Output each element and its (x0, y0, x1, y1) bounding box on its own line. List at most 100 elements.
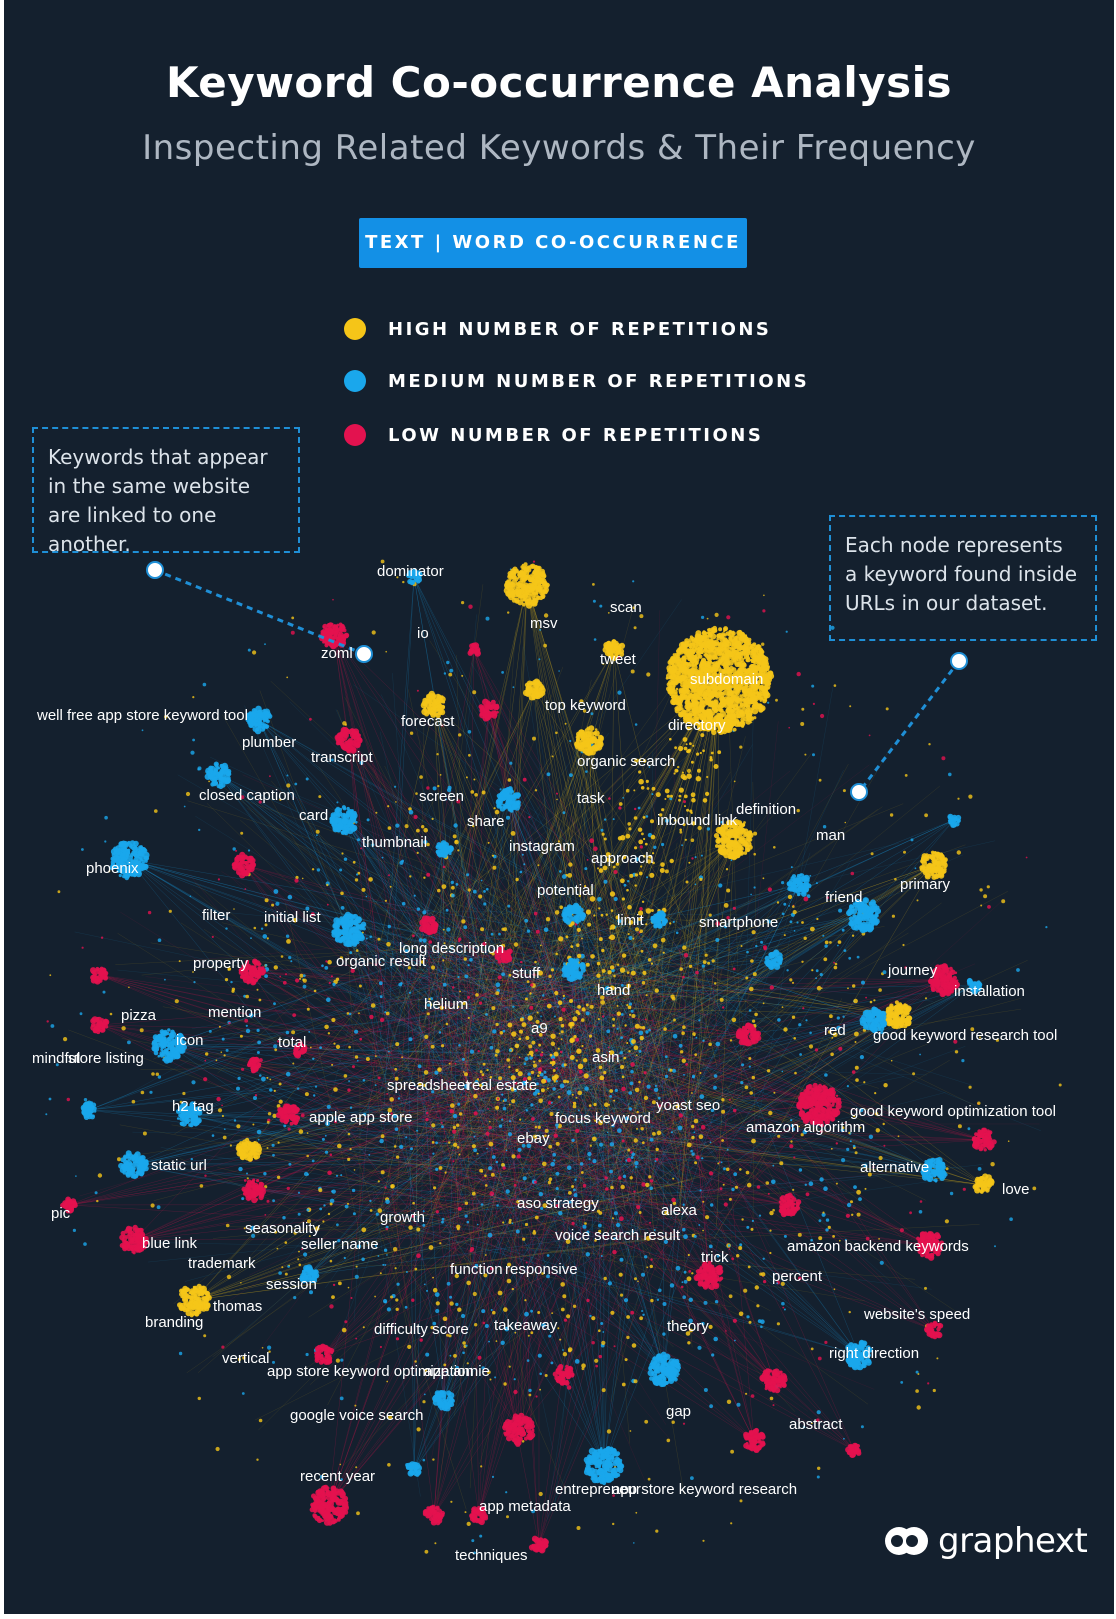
keyword-node (728, 1294, 733, 1299)
co-occurrence-edge (491, 1014, 900, 1155)
keyword-node (211, 935, 214, 939)
keyword-node (288, 956, 292, 960)
keyword-node (609, 891, 616, 897)
keyword-node (285, 934, 290, 938)
keyword-node (361, 1257, 365, 1262)
keyword-node (408, 1037, 413, 1042)
keyword-node (290, 960, 293, 963)
keyword-node (501, 972, 505, 977)
keyword-node (256, 1458, 259, 1461)
keyword-node (553, 1015, 556, 1018)
keyword-node (793, 1037, 796, 1040)
keyword-node (721, 1109, 726, 1114)
keyword-node (638, 1211, 642, 1214)
co-occurrence-edge (713, 1019, 875, 1084)
co-occurrence-edge (258, 719, 517, 1213)
keyword-node (456, 1123, 460, 1127)
keyword-node (232, 847, 236, 851)
keyword-node (359, 1037, 363, 1041)
keyword-node (423, 1393, 426, 1396)
keyword-node (258, 998, 262, 1002)
keyword-node (233, 908, 235, 910)
keyword-node (419, 1338, 423, 1342)
keyword-cluster-node (731, 694, 736, 700)
keyword-node (341, 1327, 347, 1333)
keyword-node (339, 1463, 342, 1466)
keyword-node (266, 1076, 269, 1079)
co-occurrence-edge (588, 1156, 605, 1466)
keyword-node (538, 1071, 542, 1074)
keyword-node (610, 1185, 614, 1190)
keyword-node (699, 1072, 702, 1074)
co-occurrence-edge (526, 1003, 605, 1466)
co-occurrence-edge (634, 978, 900, 1016)
co-occurrence-edge (379, 839, 735, 1215)
keyword-node (325, 960, 328, 963)
keyword-node (633, 626, 637, 630)
keyword-node (848, 956, 852, 960)
keyword-node (608, 1103, 611, 1106)
keyword-node (554, 910, 560, 915)
keyword-node (621, 897, 626, 901)
keyword-node (648, 1028, 651, 1032)
keyword-node (744, 1085, 749, 1090)
keyword-node (548, 1334, 552, 1338)
keyword-node (662, 1302, 667, 1306)
keyword-node (546, 772, 551, 777)
co-occurrence-edge (380, 704, 435, 942)
keyword-node (635, 1165, 638, 1169)
keyword-node (164, 978, 166, 981)
keyword-node (762, 1002, 765, 1005)
keyword-node (644, 1018, 647, 1021)
keyword-node (754, 1285, 759, 1290)
keyword-node (457, 849, 460, 852)
keyword-node (642, 1313, 645, 1317)
keyword-node (748, 1320, 752, 1324)
keyword-node (793, 930, 796, 932)
keyword-node (695, 776, 702, 782)
keyword-node (482, 1321, 486, 1325)
keyword-node (682, 975, 685, 979)
keyword-node (458, 1112, 463, 1116)
keyword-node (404, 824, 409, 829)
keyword-node (434, 1292, 440, 1297)
keyword-node (486, 1147, 488, 1150)
keyword-node (441, 1220, 444, 1224)
keyword-node (589, 838, 595, 844)
keyword-node (642, 816, 646, 819)
keyword-node (505, 1149, 508, 1152)
keyword-node (723, 903, 729, 908)
keyword-node (203, 1077, 208, 1082)
keyword-node (763, 1280, 767, 1284)
keyword-node (329, 1304, 334, 1309)
keyword-node (297, 1258, 300, 1261)
keyword-node (149, 1090, 153, 1094)
keyword-node (432, 1276, 434, 1279)
co-occurrence-edge (625, 1144, 860, 1356)
keyword-node (328, 981, 331, 985)
co-occurrence-edge (672, 884, 800, 1136)
keyword-node (331, 1189, 336, 1194)
keyword-node (271, 1143, 275, 1147)
keyword-node (434, 1070, 439, 1075)
keyword-node (556, 1126, 558, 1129)
keyword-node (874, 1092, 877, 1095)
keyword-node (838, 908, 843, 913)
keyword-node (852, 984, 856, 988)
keyword-node (618, 802, 623, 806)
keyword-node (801, 921, 804, 924)
co-occurrence-edge (218, 774, 615, 1026)
keyword-node (601, 969, 606, 973)
keyword-node (260, 927, 264, 930)
keyword-node (702, 749, 705, 752)
keyword-node (633, 816, 638, 820)
co-occurrence-edge (348, 929, 574, 989)
keyword-node (501, 927, 505, 931)
co-occurrence-edge (589, 1128, 985, 1186)
keyword-node (1058, 1083, 1062, 1087)
keyword-node (613, 1345, 616, 1348)
keyword-node (634, 1087, 640, 1093)
keyword-node (513, 1378, 516, 1381)
keyword-node (745, 1170, 750, 1175)
keyword-node (264, 974, 268, 978)
